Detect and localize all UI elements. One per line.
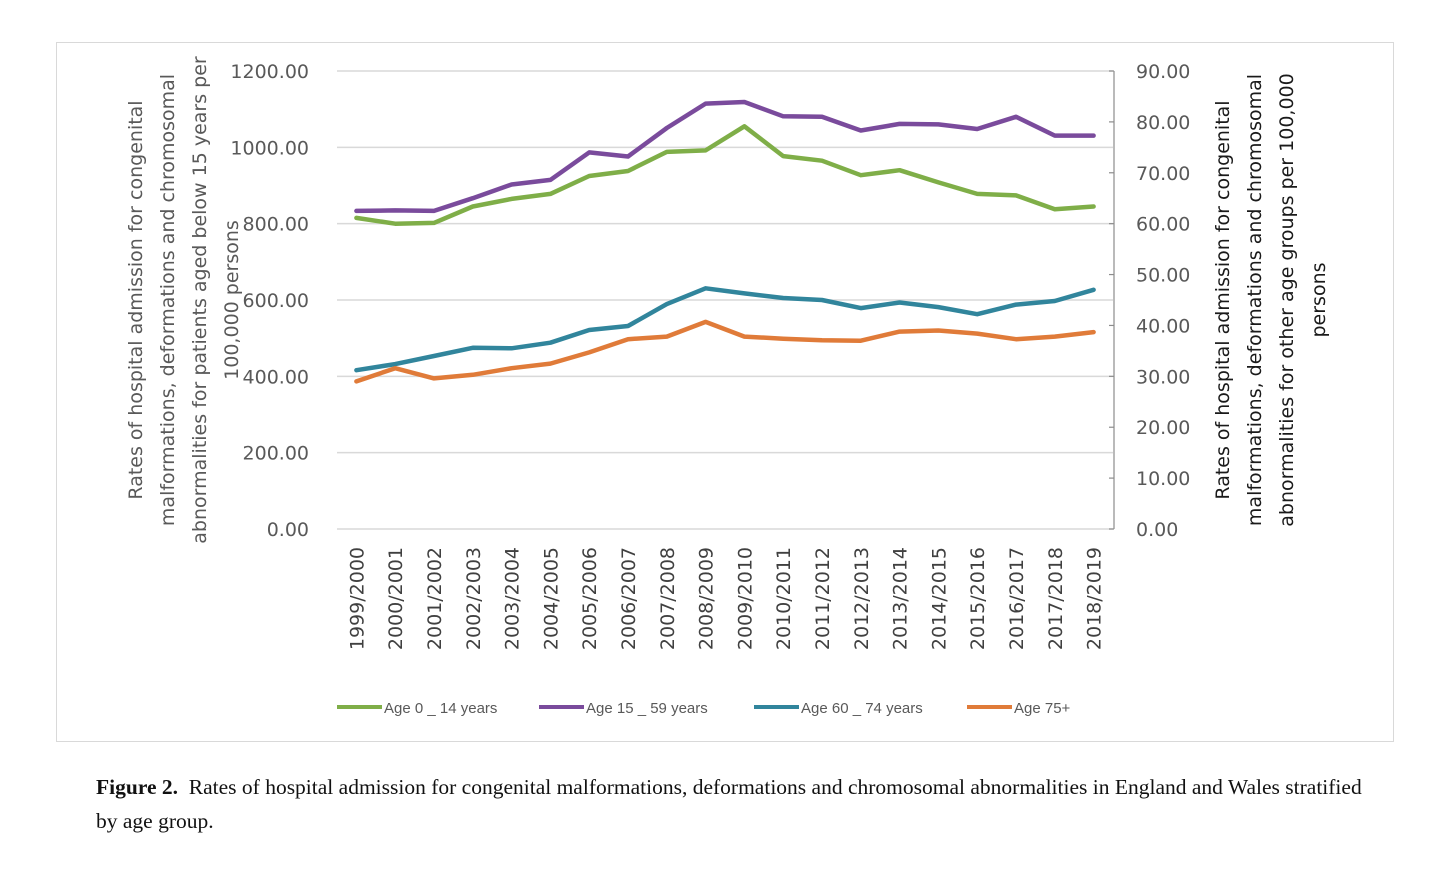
x-tick-label: 2007/2008: [657, 547, 679, 650]
x-tick-label: 1999/2000: [346, 547, 368, 650]
x-tick-label: 2008/2009: [696, 547, 718, 650]
y-right-tick-label: 0.00: [1136, 519, 1178, 541]
x-tick-label: 2018/2019: [1084, 547, 1106, 650]
y-left-axis-title-line: malformations, deformations and chromoso…: [157, 74, 179, 526]
y-left-tick-label: 0.00: [267, 519, 309, 541]
x-tick-label: 2003/2004: [502, 547, 524, 650]
x-tick-label: 2017/2018: [1045, 547, 1067, 650]
x-tick-label: 2010/2011: [773, 547, 795, 650]
series-line: [354, 99, 1096, 214]
x-tick-label: 2011/2012: [812, 547, 834, 650]
series-line: [354, 286, 1096, 373]
x-tick-label: 2000/2001: [385, 547, 407, 650]
x-tick-label: 2001/2002: [424, 547, 446, 650]
y-right-tick-label: 30.00: [1136, 366, 1190, 388]
x-tick-label: 2004/2005: [540, 547, 562, 650]
caption-text: Rates of hospital admission for congenit…: [96, 775, 1362, 833]
series-line: [354, 124, 1096, 226]
caption-label: Figure 2.: [96, 775, 179, 799]
y-right-tick-label: 20.00: [1136, 417, 1190, 439]
x-tick-label: 2013/2014: [890, 547, 912, 650]
series-line: [354, 319, 1096, 384]
x-tick-label: 2002/2003: [463, 547, 485, 650]
x-tick-label: 2005/2006: [579, 547, 601, 650]
y-left-axis-title-line: abnormalities for patients aged below 15…: [189, 56, 211, 544]
y-left-tick-label: 200.00: [243, 443, 309, 465]
y-right-tick-label: 80.00: [1136, 112, 1190, 134]
y-left-tick-label: 1200.00: [230, 61, 309, 83]
line-chart: 0.00 200.00 400.00 600.00 800.00 1000.00 1200.…: [125, 56, 1330, 717]
x-tick-label: 2012/2013: [851, 547, 873, 650]
y-left-axis-title-line: 100,000 persons: [221, 220, 243, 380]
y-right-axis-title-line: abnormalities for other age groups per 1…: [1276, 73, 1298, 526]
y-right-tick-label: 90.00: [1136, 61, 1190, 83]
figure-caption: Figure 2. Rates of hospital admission fo…: [96, 770, 1366, 838]
y-right-axis-title-line: malformations, deformations and chromoso…: [1244, 74, 1266, 526]
y-right-tick-label: 60.00: [1136, 214, 1190, 236]
legend-label: Age 60 _ 74 years: [801, 700, 923, 717]
y-left-tick-label: 1000.00: [230, 137, 309, 159]
y-left-axis-title-line: Rates of hospital admission for congenit…: [125, 100, 147, 499]
y-left-tick-label: 600.00: [243, 290, 309, 312]
x-tick-label: 2009/2010: [734, 547, 756, 650]
y-left-tick-label: 800.00: [243, 214, 309, 236]
y-left-tick-label: 400.00: [243, 366, 309, 388]
y-right-tick-label: 50.00: [1136, 265, 1190, 287]
x-tick-label: 2016/2017: [1006, 547, 1028, 650]
chart-frame: 0.00 200.00 400.00 600.00 800.00 1000.00 1200.…: [56, 42, 1394, 742]
y-right-tick-label: 40.00: [1136, 315, 1190, 337]
x-tick-label: 2014/2015: [928, 547, 950, 650]
x-tick-label: 2006/2007: [618, 547, 640, 650]
legend-label: Age 75+: [1014, 700, 1071, 717]
legend-label: Age 15 _ 59 years: [586, 700, 708, 717]
y-right-tick-label: 70.00: [1136, 163, 1190, 185]
y-right-axis-title-line: persons: [1308, 262, 1330, 337]
legend-label: Age 0 _ 14 years: [384, 700, 497, 717]
y-right-axis-title-line: Rates of hospital admission for congenit…: [1212, 100, 1234, 499]
x-tick-label: 2015/2016: [967, 547, 989, 650]
y-right-tick-label: 10.00: [1136, 468, 1190, 490]
